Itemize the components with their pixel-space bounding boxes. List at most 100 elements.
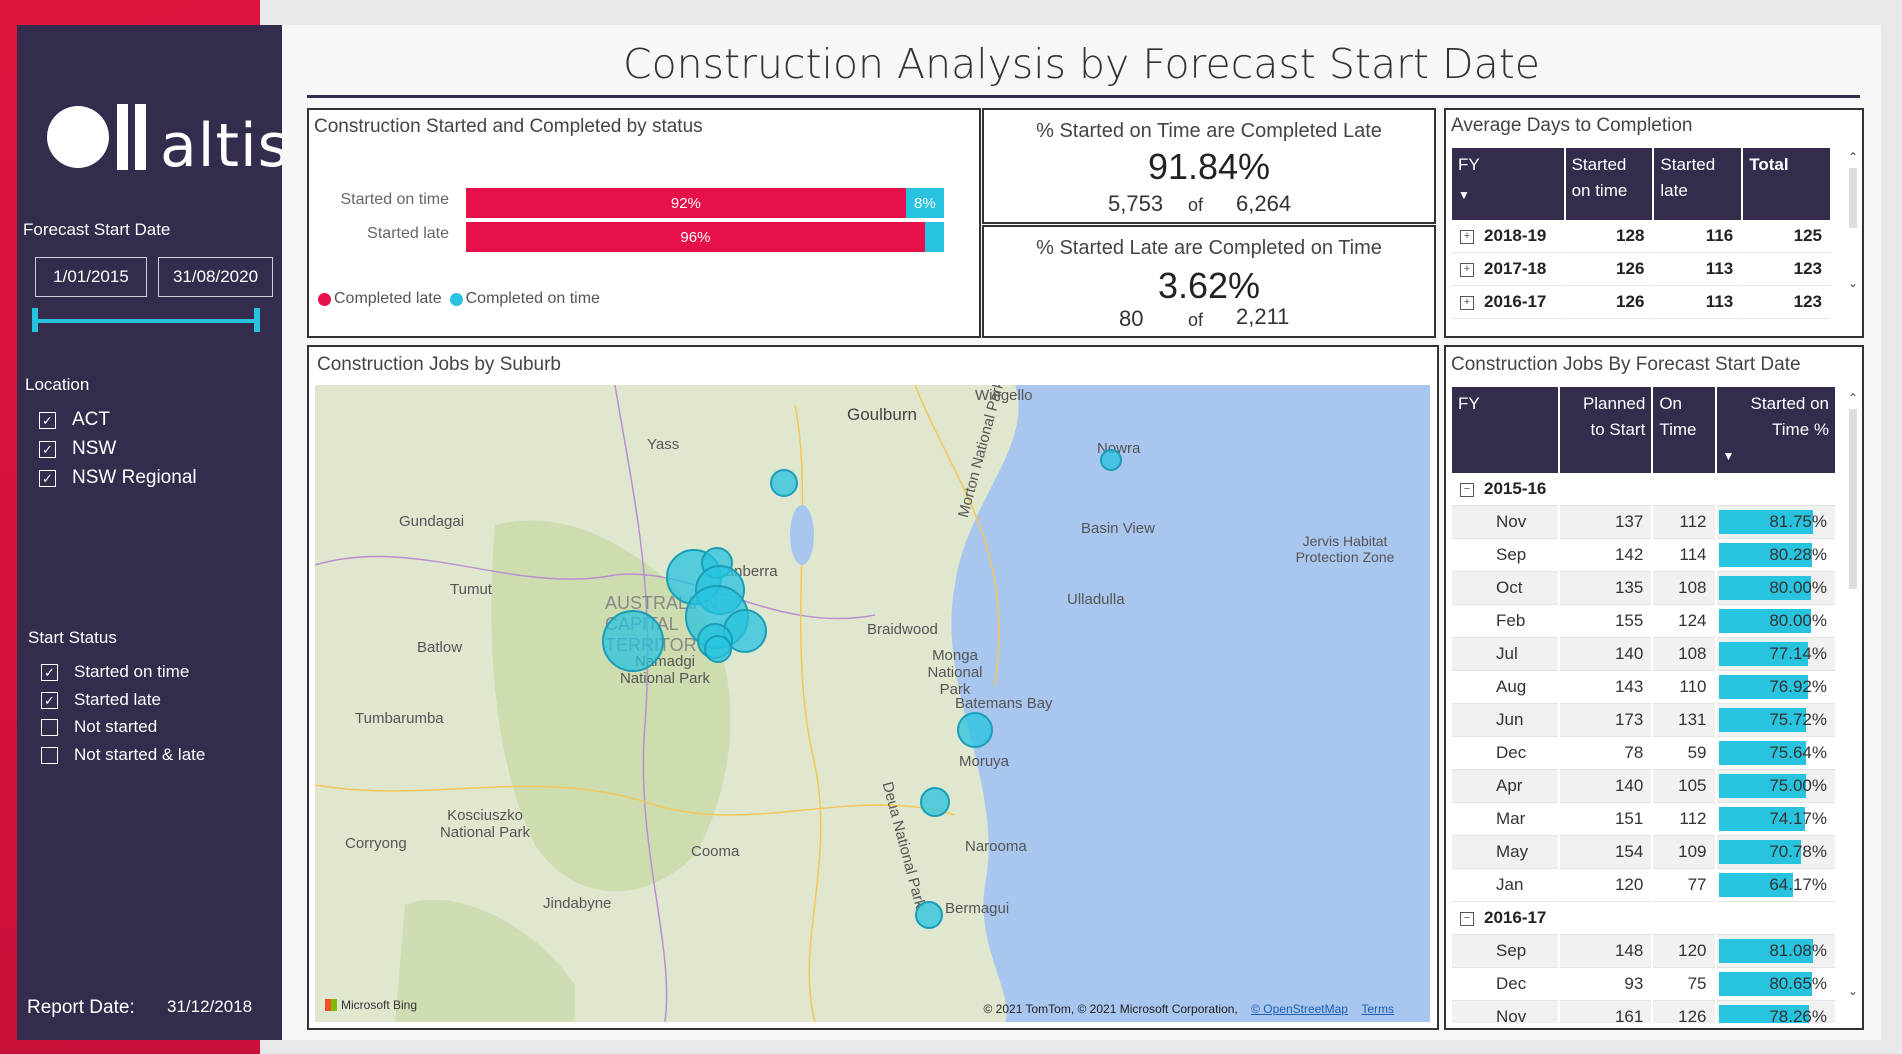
jobs-table-viewport[interactable]: FY Planned to Start On Time Started on T… — [1452, 387, 1837, 1023]
map-bubble[interactable] — [1100, 449, 1122, 471]
planned-cell: 142 — [1559, 538, 1654, 572]
status-option-started-late[interactable]: ✓ Started late — [41, 690, 161, 710]
table-row[interactable]: Feb 155 124 80.00% — [1452, 604, 1837, 638]
bar-completed-on-time[interactable]: 8% — [905, 188, 944, 218]
kpi-card-late-ontime[interactable]: % Started Late are Completed on Time 3.6… — [982, 225, 1436, 338]
bar-completed-late[interactable]: 96% — [466, 222, 925, 252]
scroll-down-icon[interactable]: ⌄ — [1848, 276, 1859, 290]
month-cell: Mar — [1452, 802, 1561, 836]
expand-icon[interactable]: + — [1460, 229, 1474, 244]
checkbox-checked-icon[interactable]: ✓ — [41, 691, 58, 709]
table-row[interactable]: Mar 151 112 74.17% — [1452, 802, 1837, 836]
report-canvas: Construction Analysis by Forecast Start … — [282, 25, 1881, 1040]
table-row[interactable]: Nov 137 112 81.75% — [1452, 505, 1837, 539]
map-label: Moruya — [959, 753, 1010, 770]
sort-desc-icon[interactable]: ▼ — [1722, 449, 1735, 463]
column-header-planned[interactable]: Planned to Start — [1559, 387, 1654, 473]
copyright-text: © 2021 TomTom, © 2021 Microsoft Corporat… — [983, 1002, 1238, 1016]
logo-text: altis — [160, 111, 290, 181]
table-row[interactable]: +2016-17 126 113 123 — [1452, 285, 1832, 319]
checkbox-checked-icon[interactable]: ✓ — [39, 469, 56, 487]
column-header-on-time[interactable]: On Time — [1652, 387, 1717, 473]
map-bubble[interactable] — [770, 469, 798, 497]
table-row[interactable]: Dec 78 59 75.64% — [1452, 736, 1837, 770]
column-header-fy[interactable]: FY — [1452, 387, 1561, 473]
kpi-card-ontime-late[interactable]: % Started on Time are Completed Late 91.… — [982, 108, 1436, 224]
location-option-act[interactable]: ✓ ACT — [39, 409, 110, 431]
checkbox-checked-icon[interactable]: ✓ — [41, 663, 58, 681]
date-to-input[interactable]: 31/08/2020 — [158, 257, 273, 297]
bar-completed-on-time[interactable] — [924, 222, 944, 252]
table-row[interactable]: Jul 140 108 77.14% — [1452, 637, 1837, 671]
table-row[interactable]: Oct 135 108 80.00% — [1452, 571, 1837, 605]
slider-handle-end[interactable] — [254, 308, 260, 332]
scroll-up-icon[interactable]: ⌃ — [1848, 150, 1859, 164]
table-row[interactable]: Nov 161 126 78.26% — [1452, 1000, 1837, 1023]
checkbox-checked-icon[interactable]: ✓ — [39, 411, 56, 429]
location-option-nsw[interactable]: ✓ NSW — [39, 438, 116, 460]
status-option-not-started-late[interactable]: Not started & late — [41, 745, 205, 765]
status-option-not-started[interactable]: Not started — [41, 717, 157, 737]
table-row[interactable]: +2018-19 128 116 125 — [1452, 220, 1832, 253]
osm-link[interactable]: © OpenStreetMap — [1251, 1002, 1348, 1016]
scroll-up-icon[interactable]: ⌃ — [1848, 391, 1859, 405]
status-bar-chart-panel[interactable]: Construction Started and Completed by st… — [307, 108, 981, 338]
table-scrollbar[interactable]: ⌃ ⌄ — [1848, 391, 1858, 1021]
checkbox-empty-icon[interactable] — [41, 746, 58, 764]
map-bubble[interactable] — [957, 712, 993, 748]
map-bubble[interactable] — [704, 635, 732, 663]
terms-link[interactable]: Terms — [1361, 1002, 1394, 1016]
map-bubble[interactable] — [920, 787, 950, 817]
table-row[interactable]: Dec 93 75 80.65% — [1452, 967, 1837, 1001]
table-row[interactable]: Sep 148 120 81.08% — [1452, 934, 1837, 968]
location-option-nsw-regional[interactable]: ✓ NSW Regional — [39, 467, 197, 489]
table-row[interactable]: May 154 109 70.78% — [1452, 835, 1837, 869]
scroll-thumb[interactable] — [1849, 409, 1857, 589]
column-header-on-time[interactable]: Started on time — [1564, 148, 1655, 220]
column-header-fy[interactable]: FY ▼ — [1452, 148, 1566, 220]
scroll-thumb[interactable] — [1849, 168, 1857, 228]
cell: 128 — [1564, 220, 1655, 253]
table-row[interactable]: Sep 142 114 80.28% — [1452, 538, 1837, 572]
jobs-table-panel[interactable]: Construction Jobs By Forecast Start Date… — [1444, 345, 1864, 1030]
table-scrollbar[interactable]: ⌃ ⌄ — [1848, 150, 1858, 330]
group-row[interactable]: −2016-17 — [1452, 901, 1837, 935]
suburb-map[interactable]: Wingello Goulburn Yass Morton National P… — [315, 385, 1430, 1022]
group-row[interactable]: −2015-16 — [1452, 473, 1837, 506]
checkbox-checked-icon[interactable]: ✓ — [39, 440, 56, 458]
map-bubble[interactable] — [602, 610, 664, 672]
month-cell: Oct — [1452, 571, 1561, 605]
average-days-panel[interactable]: Average Days to Completion FY ▼ Started o… — [1444, 108, 1864, 338]
suburb-map-panel[interactable]: Construction Jobs by Suburb Wingello Gou… — [307, 345, 1439, 1030]
status-option-started-on-time[interactable]: ✓ Started on time — [41, 662, 189, 682]
column-header-pct[interactable]: Started on Time % ▼ — [1715, 387, 1837, 473]
date-range-slider[interactable] — [34, 319, 260, 323]
column-header-late[interactable]: Started late — [1653, 148, 1744, 220]
map-bubble[interactable] — [915, 901, 943, 929]
pct-value: 70.78% — [1769, 842, 1827, 861]
on-time-cell: 126 — [1652, 1000, 1717, 1023]
group-cell: −2016-17 — [1452, 901, 1561, 935]
pct-value: 80.65% — [1769, 974, 1827, 993]
date-from-input[interactable]: 1/01/2015 — [35, 257, 147, 297]
table-row[interactable]: Jun 173 131 75.72% — [1452, 703, 1837, 737]
table-row[interactable]: Jan 120 77 64.17% — [1452, 868, 1837, 902]
bar-completed-late[interactable]: 92% — [466, 188, 906, 218]
panel-title: Construction Jobs By Forecast Start Date — [1451, 354, 1801, 375]
checkbox-empty-icon[interactable] — [41, 718, 58, 736]
expand-icon[interactable]: + — [1460, 262, 1474, 277]
sort-desc-icon[interactable]: ▼ — [1458, 188, 1470, 202]
table-row[interactable]: Apr 140 105 75.00% — [1452, 769, 1837, 803]
map-label: Monga National Park — [927, 647, 983, 698]
column-header-total[interactable]: Total — [1742, 148, 1832, 220]
slider-handle-start[interactable] — [32, 308, 38, 332]
collapse-icon[interactable]: − — [1460, 911, 1474, 926]
cell: 123 — [1742, 252, 1832, 286]
scroll-down-icon[interactable]: ⌄ — [1848, 984, 1859, 998]
expand-icon[interactable]: + — [1460, 295, 1474, 310]
collapse-icon[interactable]: − — [1460, 482, 1474, 497]
on-time-cell: 114 — [1652, 538, 1717, 572]
table-row[interactable]: Aug 143 110 76.92% — [1452, 670, 1837, 704]
table-row[interactable]: +2017-18 126 113 123 — [1452, 252, 1832, 286]
bar-label: Started on time — [340, 191, 450, 208]
